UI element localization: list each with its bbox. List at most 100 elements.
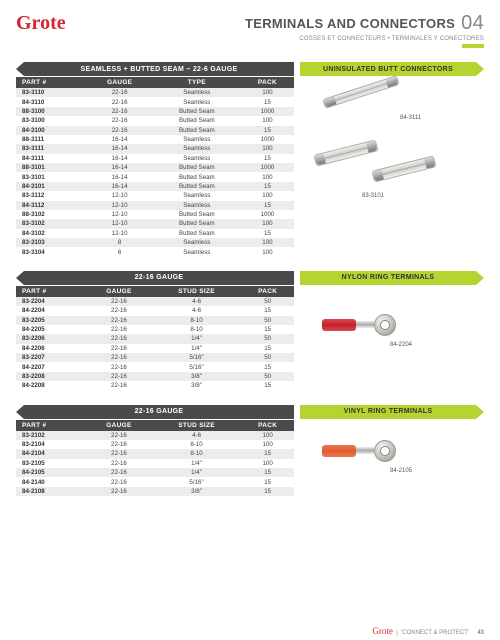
table-cell: 1/4" xyxy=(152,334,241,343)
table-cell: 12-10 xyxy=(87,219,153,228)
table-cell: 22-16 xyxy=(87,116,153,125)
table-cell: 5/16" xyxy=(152,362,241,371)
table-cell: 100 xyxy=(241,440,294,449)
table-row: 83-31038Seamless100 xyxy=(16,238,294,247)
table-cell: 50 xyxy=(241,334,294,343)
section-right-title: UNINSULATED BUTT CONNECTORS xyxy=(300,62,476,76)
table-row: 83-210222-164-6100 xyxy=(16,431,294,440)
product-image-area: 84-2204 xyxy=(302,286,484,391)
spec-table: PART #GAUGESTUD SIZEPACK83-210222-164-61… xyxy=(16,420,294,497)
table-cell: 84-3111 xyxy=(16,154,87,163)
page-number: 43 xyxy=(477,630,484,636)
table-row: 84-210822-163/8"15 xyxy=(16,487,294,496)
table-cell: 100 xyxy=(241,459,294,468)
table-cell: 22-16 xyxy=(86,468,152,477)
table-row: 83-310212-10Butted Seam100 xyxy=(16,219,294,228)
table-cell: 84-3112 xyxy=(16,201,87,210)
table-cell: 1000 xyxy=(241,210,294,219)
table-cell: 22-16 xyxy=(87,107,153,116)
table-cell: 22-16 xyxy=(86,477,152,486)
table-row: 83-210522-161/4"100 xyxy=(16,459,294,468)
table-row: 84-311212-10Seamless15 xyxy=(16,201,294,210)
table-cell: 84-3110 xyxy=(16,97,87,106)
table-cell: 83-2207 xyxy=(16,353,86,362)
page-title-text: TERMINALS AND CONNECTORS xyxy=(245,16,455,31)
table-cell: 22-16 xyxy=(87,88,153,97)
table-cell: 83-2204 xyxy=(16,297,86,306)
table-cell: Butted Seam xyxy=(153,116,241,125)
table-cell: 15 xyxy=(241,477,294,486)
table-cell: 88-3111 xyxy=(16,135,87,144)
table-cell: 100 xyxy=(241,88,294,97)
table-cell: 15 xyxy=(241,449,294,458)
table-cell: 22-16 xyxy=(87,126,153,135)
table-row: 88-310022-16Butted Seam1000 xyxy=(16,107,294,116)
table-cell: Butted Seam xyxy=(153,182,241,191)
table-cell: 22-16 xyxy=(86,381,152,390)
col-header: PART # xyxy=(16,420,86,431)
section-left-title: 22-16 GAUGE xyxy=(24,271,294,285)
table-cell: 15 xyxy=(241,362,294,371)
table-row: 83-220722-165/16"50 xyxy=(16,353,294,362)
table-row: 84-210522-161/4"15 xyxy=(16,468,294,477)
table-cell: 100 xyxy=(241,116,294,125)
chevron-left-icon xyxy=(476,62,484,76)
chevron-right-icon xyxy=(16,62,24,76)
table-cell: 100 xyxy=(241,219,294,228)
table-cell: 16-14 xyxy=(87,172,153,181)
table-cell: Seamless xyxy=(153,144,241,153)
product-image-area: 84-3111 83-3101 xyxy=(302,77,484,257)
table-cell: 84-3101 xyxy=(16,182,87,191)
table-cell: 84-2140 xyxy=(16,477,86,486)
table-cell: 100 xyxy=(241,144,294,153)
chevron-right-icon xyxy=(16,405,24,419)
table-cell: 100 xyxy=(241,247,294,256)
col-header: PART # xyxy=(16,286,86,297)
image-label: 84-3111 xyxy=(400,115,421,121)
table-cell: 22-16 xyxy=(86,306,152,315)
table-cell: Seamless xyxy=(153,201,241,210)
table-row: 84-310116-14Butted Seam15 xyxy=(16,182,294,191)
table-row: 88-310116-14Butted Seam1000 xyxy=(16,163,294,172)
table-cell: 83-2206 xyxy=(16,334,86,343)
footer-brand: Grote xyxy=(372,626,393,636)
table-cell: 3/8" xyxy=(152,381,241,390)
table-cell: Butted Seam xyxy=(153,107,241,116)
table-cell: Seamless xyxy=(153,247,241,256)
section-head: 22-16 GAUGE VINYL RING TERMINALS xyxy=(16,405,484,419)
table-cell: 83-3101 xyxy=(16,172,87,181)
section-nylon-ring: 22-16 GAUGE NYLON RING TERMINALS PART #G… xyxy=(16,271,484,391)
table-cell: 84-3100 xyxy=(16,126,87,135)
table-row: 83-310022-16Butted Seam100 xyxy=(16,116,294,125)
butt-connector-icon xyxy=(371,155,436,182)
table-cell: 100 xyxy=(241,191,294,200)
table-cell: 12-10 xyxy=(87,229,153,238)
table-cell: 83-3102 xyxy=(16,219,87,228)
table-cell: 50 xyxy=(241,316,294,325)
table-cell: 22-16 xyxy=(87,97,153,106)
butt-connector-icon xyxy=(322,75,399,109)
col-header: GAUGE xyxy=(86,286,152,297)
table-row: 83-210422-168-10100 xyxy=(16,440,294,449)
table-cell: 84-2108 xyxy=(16,487,86,496)
table-cell: 22-16 xyxy=(86,459,152,468)
table-cell: 4-6 xyxy=(152,306,241,315)
table-cell: 83-3103 xyxy=(16,238,87,247)
section-right-title: NYLON RING TERMINALS xyxy=(300,271,476,285)
table-cell: 1/4" xyxy=(152,468,241,477)
table-cell: 15 xyxy=(241,201,294,210)
table-cell: Butted Seam xyxy=(153,219,241,228)
image-label: 84-2204 xyxy=(390,342,412,348)
col-header: PACK xyxy=(241,286,294,297)
table-row: 83-311212-10Seamless100 xyxy=(16,191,294,200)
table-row: 88-311116-14Seamless1000 xyxy=(16,135,294,144)
page-subtitle: COSSES ET CONNECTEURS • TERMINALES Y CON… xyxy=(245,36,484,42)
col-header: TYPE xyxy=(153,77,241,88)
table-cell: 84-2206 xyxy=(16,344,86,353)
table-cell: 83-2105 xyxy=(16,459,86,468)
spec-table: PART #GAUGESTUD SIZEPACK83-220422-164-65… xyxy=(16,286,294,391)
table-cell: 50 xyxy=(241,372,294,381)
table-cell: 12-10 xyxy=(87,191,153,200)
table-cell: 83-3111 xyxy=(16,144,87,153)
chevron-left-icon xyxy=(476,405,484,419)
